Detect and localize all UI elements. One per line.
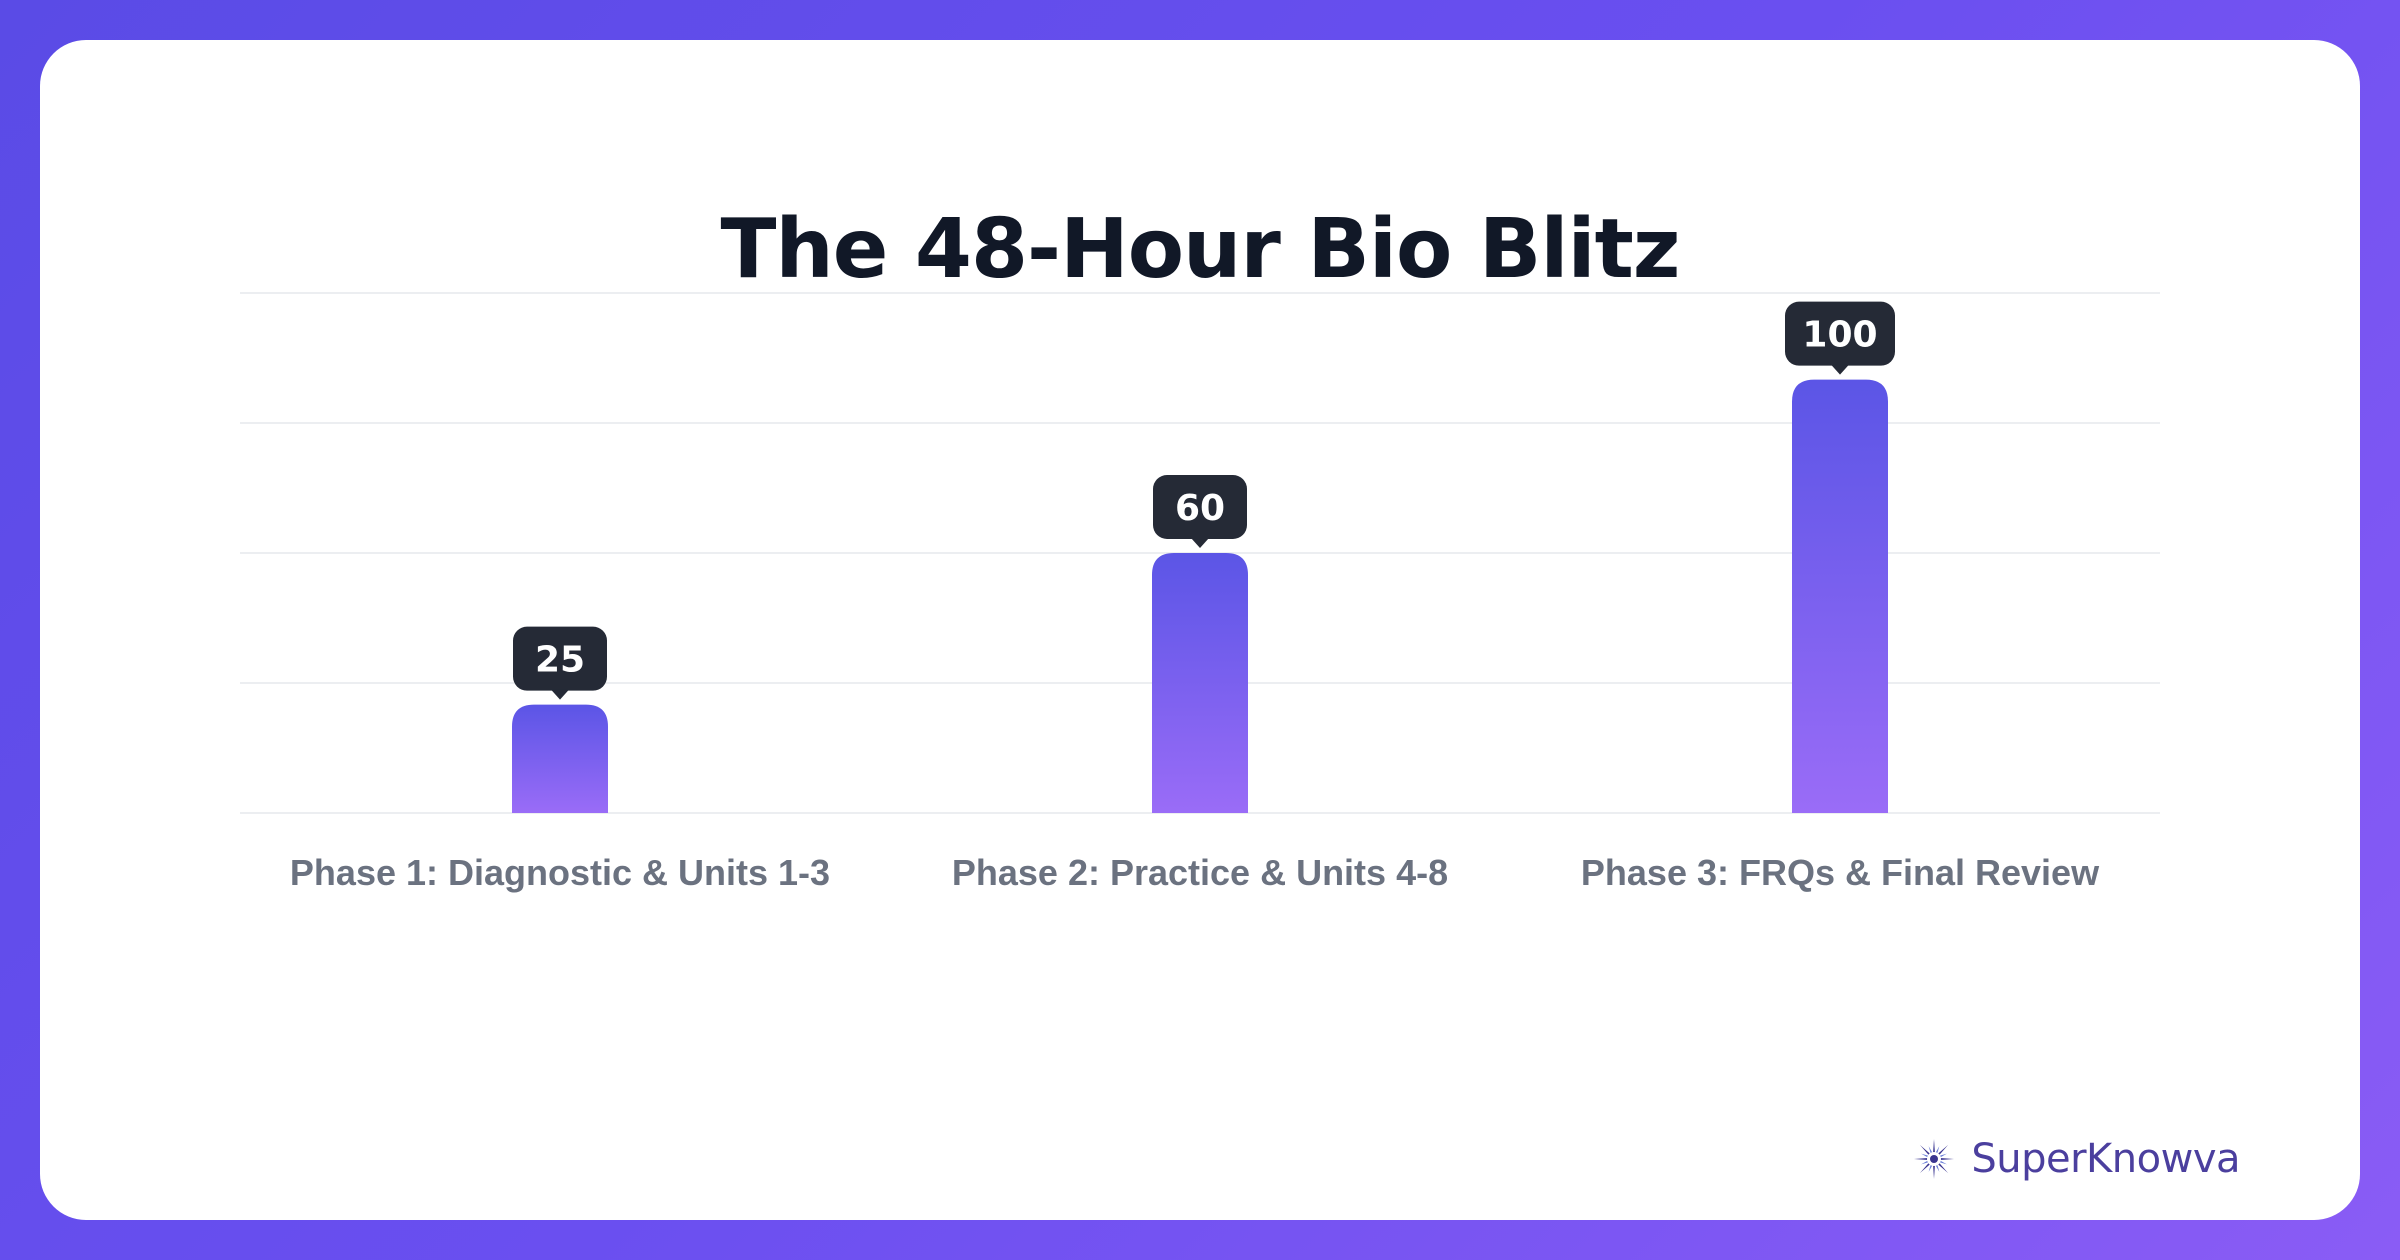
value-label-bg [1785,301,1895,366]
chart-card: The 48-Hour Bio Blitz 25 60 100 Phase 1: D… [40,40,2360,1220]
bar [512,704,608,813]
chart-title: The 48-Hour Bio Blitz [720,202,1680,297]
value-label-text: 60 [1175,488,1225,529]
x-tick-label: Phase 3: FRQs & Final Review [1581,852,2100,893]
x-tick-label: Phase 2: Practice & Units 4-8 [952,852,1448,893]
value-label-pointer [551,689,569,700]
value-label-text: 100 [1802,315,1877,356]
brand-logo: SuperKnowva [1911,1136,2240,1182]
brand-name: SuperKnowva [1971,1136,2240,1182]
x-tick-label: Phase 1: Diagnostic & Units 1-3 [290,852,830,893]
x-axis-tick-labels: Phase 1: Diagnostic & Units 1-3 Phase 2: … [290,852,2100,893]
value-label-bg [1153,475,1247,539]
value-label: 60 [1153,475,1247,548]
value-label: 25 [513,626,607,700]
bar [1152,553,1248,813]
starburst-logo-icon [1914,1139,1955,1179]
value-label-bg [513,626,607,691]
value-label: 100 [1785,301,1895,375]
value-label-pointer [1191,538,1209,548]
bars [512,379,1888,813]
bar [1792,379,1888,813]
value-label-text: 25 [535,640,585,681]
value-labels: 25 60 100 [513,301,1895,700]
value-label-pointer [1831,364,1849,375]
